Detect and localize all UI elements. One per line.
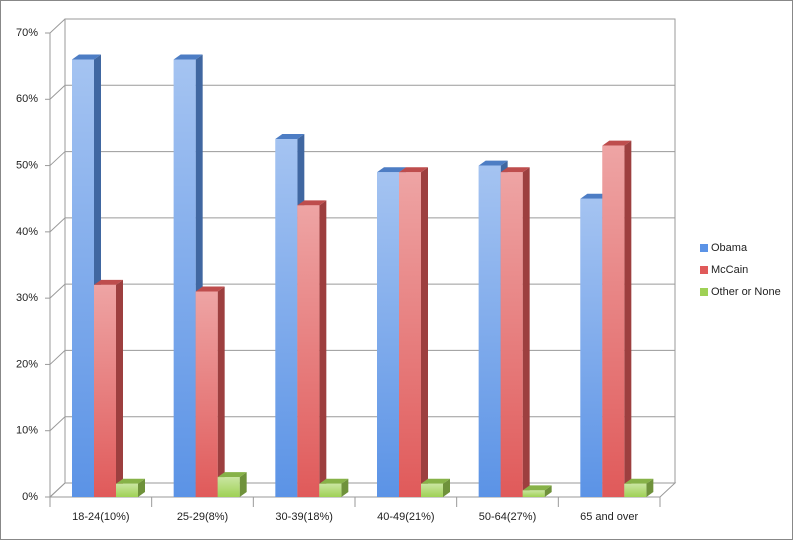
bar-shine <box>421 483 443 497</box>
bar-side <box>116 279 123 497</box>
y-tick-label: 40% <box>16 226 38 238</box>
legend-swatch <box>700 288 708 296</box>
bar-side <box>443 478 450 497</box>
grid-line <box>49 18 675 34</box>
grid-line <box>49 84 675 100</box>
legend-swatch <box>700 244 708 252</box>
x-tick-label: 18-24(10%) <box>72 511 129 523</box>
y-tick-label: 70% <box>16 27 38 39</box>
bar-shine <box>580 198 603 497</box>
bar-side <box>341 478 349 497</box>
bar-shine <box>602 145 625 497</box>
bar-shine <box>217 477 240 497</box>
bar-side <box>138 478 145 497</box>
bar-top <box>319 478 349 484</box>
x-tick-label: 65 and over <box>580 511 638 523</box>
x-tick-label: 25-29(8%) <box>177 511 228 523</box>
bar-top <box>478 160 508 166</box>
bar-shine <box>72 59 94 498</box>
bar-shine <box>173 59 196 498</box>
bar-side <box>217 286 225 497</box>
legend-swatch <box>700 266 708 274</box>
grid-line <box>49 416 675 432</box>
y-tick-label: 10% <box>16 425 38 437</box>
bar-side <box>319 200 327 498</box>
bar-side <box>522 167 530 497</box>
bar-shine <box>399 172 421 497</box>
bar-top <box>421 478 450 484</box>
bar-side <box>421 167 428 497</box>
bar-shine <box>319 483 342 497</box>
legend-label: Obama <box>711 242 748 254</box>
bar-top <box>275 134 305 140</box>
legend-label: Other or None <box>711 286 781 298</box>
bar-top <box>116 478 145 484</box>
legend-label: McCain <box>711 264 748 276</box>
bar-shine <box>478 165 501 498</box>
bar-top <box>173 54 203 60</box>
bar-side <box>646 478 654 497</box>
grid-line <box>49 217 675 233</box>
bar-top <box>624 478 654 484</box>
bar-top <box>522 485 552 491</box>
y-tick-label: 20% <box>16 358 38 370</box>
grid-line <box>49 349 675 365</box>
y-tick-label: 0% <box>22 491 38 503</box>
bar-shine <box>275 139 298 498</box>
grid-line <box>49 283 675 299</box>
y-tick-label: 30% <box>16 292 38 304</box>
bar-top <box>297 200 327 206</box>
bar-top <box>72 54 101 60</box>
bar-top <box>195 286 225 292</box>
bar-side <box>239 472 247 497</box>
bar-top <box>217 472 247 478</box>
bar-top <box>94 279 123 285</box>
bar-shine <box>195 291 218 497</box>
bar-shine <box>377 172 399 497</box>
grid-line <box>49 151 675 166</box>
bar-shine <box>522 490 545 497</box>
bar-shine <box>116 483 138 497</box>
bar-side <box>544 485 552 497</box>
bar-top <box>580 193 610 199</box>
bar-side <box>624 140 632 497</box>
x-tick-label: 40-49(21%) <box>377 511 434 523</box>
bar-shine <box>624 483 647 497</box>
bar-top <box>399 167 428 173</box>
grid-line <box>49 482 675 498</box>
y-tick-label: 60% <box>16 93 38 105</box>
bar-shine <box>500 172 523 497</box>
y-tick-label: 50% <box>16 159 38 171</box>
bar-shine <box>94 284 116 497</box>
bar-shine <box>297 205 320 498</box>
x-tick-label: 30-39(18%) <box>275 511 332 523</box>
bar-top <box>377 167 406 173</box>
bar-top <box>602 140 632 146</box>
bar-top <box>500 167 530 173</box>
x-tick-label: 50-64(27%) <box>479 511 536 523</box>
